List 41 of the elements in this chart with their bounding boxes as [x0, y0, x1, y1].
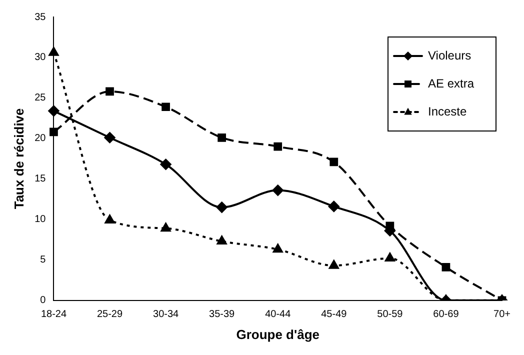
- y-tick-label: 20: [34, 133, 46, 144]
- point: [330, 158, 338, 166]
- point: [50, 128, 58, 136]
- y-tick-label: 30: [34, 52, 46, 64]
- point: [329, 260, 339, 269]
- point: [385, 252, 395, 262]
- point: [218, 133, 226, 142]
- y-tick-label: 10: [34, 214, 46, 226]
- x-axis-title: Groupe d'âge: [236, 326, 320, 342]
- x-tick-label: 50-59: [377, 309, 404, 320]
- y-tick-label: 5: [40, 254, 46, 266]
- x-tick-label: 30-34: [153, 309, 180, 320]
- point: [106, 87, 114, 96]
- point: [162, 102, 170, 112]
- x-tick-label: 25-29: [96, 309, 123, 320]
- y-tick-label: 0: [40, 295, 46, 306]
- point: [104, 214, 115, 224]
- legend-label: Violeurs: [428, 48, 472, 62]
- point: [48, 105, 60, 116]
- x-tick-label: 70+: [494, 309, 511, 320]
- y-tick-label: 25: [34, 92, 46, 104]
- point: [160, 158, 172, 170]
- x-tick-label: 40-44: [265, 309, 292, 320]
- legend-label: AE extra: [428, 76, 474, 90]
- point: [272, 184, 284, 196]
- y-axis-title: Taux de récidive: [11, 108, 26, 210]
- point: [216, 236, 227, 245]
- point: [442, 263, 450, 272]
- point: [104, 132, 116, 144]
- legend-label: Inceste: [428, 104, 468, 118]
- x-tick-label: 35-39: [209, 309, 236, 320]
- y-tick-label: 35: [34, 12, 46, 23]
- x-tick-label: 60-69: [433, 309, 460, 320]
- point: [272, 244, 283, 253]
- y-tick-label: 15: [34, 174, 46, 185]
- point: [274, 142, 282, 151]
- point: [216, 202, 228, 213]
- x-tick-label: 18-24: [40, 309, 67, 320]
- point: [328, 200, 340, 212]
- x-tick-label: 45-49: [321, 309, 348, 320]
- point: [160, 222, 171, 232]
